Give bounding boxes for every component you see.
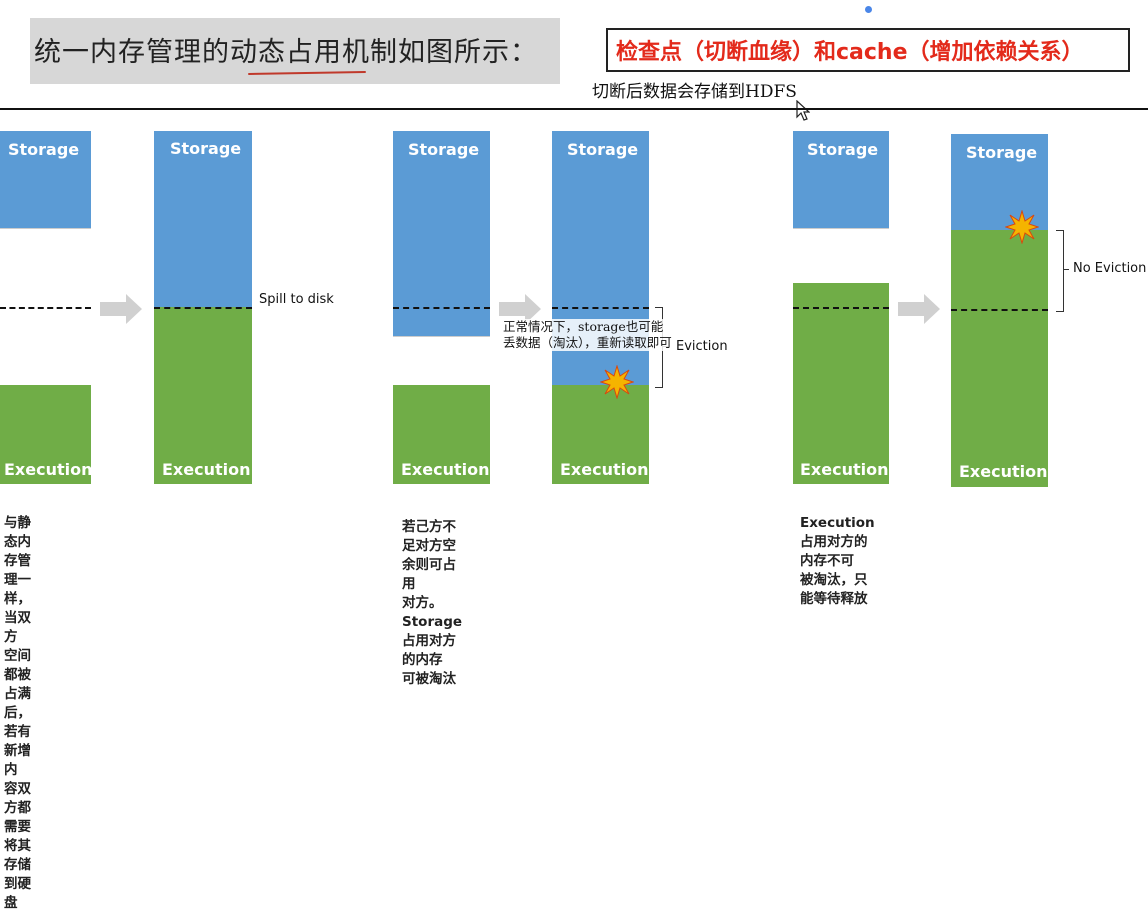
bar-3a-execution [793, 283, 889, 484]
burst-icon [600, 365, 634, 399]
caption-2-line-3: 可被淘汰 [402, 671, 456, 687]
caption-2-line-1: 若己方不足对方空余则可占用 [402, 519, 456, 592]
bar-3a-storage [793, 131, 889, 228]
execution-label: Execution [959, 462, 1048, 481]
divider-dashed [793, 307, 889, 309]
page-title: 统一内存管理的动态占用机制如图所示： [34, 37, 538, 68]
storage-label: Storage [8, 140, 80, 159]
storage-label: Storage [567, 140, 639, 159]
caption-3-line-2: 被淘汰，只能等待释放 [800, 572, 868, 607]
cursor-icon [796, 100, 810, 121]
caption-3: Execution占用对方的内存不可 被淘汰，只能等待释放 [800, 514, 875, 609]
caption-2: 若己方不足对方空余则可占用 对方。Storage占用对方的内存 可被淘汰 [402, 518, 462, 689]
bar-1b-storage [154, 131, 252, 307]
divider-dashed [951, 309, 1048, 311]
divider-dashed [154, 307, 252, 309]
arrow-right-icon [499, 294, 541, 324]
bar-3b-execution [951, 230, 1048, 487]
caption-1-line-1: 与静态内存管理一样，当双方 [4, 515, 31, 645]
overlay-note: 正常情况下，storage也可能 丢数据（淘汰），重新读取即可 [503, 319, 672, 351]
caption-1-line-2: 空间都被占满后，若有新增内 [4, 648, 31, 778]
bar-2a-free [393, 336, 490, 387]
bar-1b-execution [154, 307, 252, 484]
bar-2a-storage [393, 131, 490, 336]
storage-label: Storage [170, 139, 242, 158]
bar-2b-execution [552, 385, 649, 484]
caption-2-line-2: 对方。Storage占用对方的内存 [402, 595, 463, 668]
hdfs-note: 切断后数据会存储到HDFS [592, 82, 797, 102]
caption-3-line-1: Execution占用对方的内存不可 [800, 515, 875, 569]
caption-1: 与静态内存管理一样，当双方 空间都被占满后，若有新增内 容双方都需要将其存储到硬… [4, 514, 31, 913]
arrow-right-icon [100, 294, 142, 324]
storage-label: Storage [966, 143, 1038, 162]
divider-dashed [552, 307, 649, 309]
bar-2a-execution [393, 385, 490, 484]
bracket-tick [1063, 269, 1069, 270]
bar-1a-execution [0, 385, 91, 484]
storage-label: Storage [807, 140, 879, 159]
no-eviction-label: No Eviction [1073, 261, 1147, 276]
divider-dashed [393, 307, 490, 309]
execution-label: Execution [401, 460, 490, 479]
eviction-label: Eviction [676, 339, 728, 354]
no-eviction-bracket [1056, 230, 1064, 312]
bar-3a-free [793, 228, 889, 285]
divider-line [0, 108, 1148, 110]
storage-label: Storage [408, 140, 480, 159]
red-note-box [606, 28, 1130, 72]
execution-label: Execution [560, 460, 649, 479]
bar-3b-storage [951, 134, 1048, 230]
arrow-right-icon [898, 294, 940, 324]
execution-label: Execution [4, 460, 93, 479]
execution-label: Execution [800, 460, 889, 479]
execution-label: Execution [162, 460, 251, 479]
caption-1-line-3: 容双方都需要将其存储到硬盘 [4, 781, 31, 911]
red-note: 检查点（切断血缘）和cache（增加依赖关系） [616, 40, 1084, 65]
bar-1a-storage [0, 131, 91, 228]
overlay-note-line-2: 丢数据（淘汰），重新读取即可 [503, 335, 672, 350]
pointer-dot [865, 6, 872, 13]
divider-dashed [0, 307, 91, 309]
burst-icon [1005, 210, 1039, 244]
spill-label: Spill to disk [259, 292, 334, 307]
overlay-note-line-1: 正常情况下，storage也可能 [503, 319, 664, 334]
